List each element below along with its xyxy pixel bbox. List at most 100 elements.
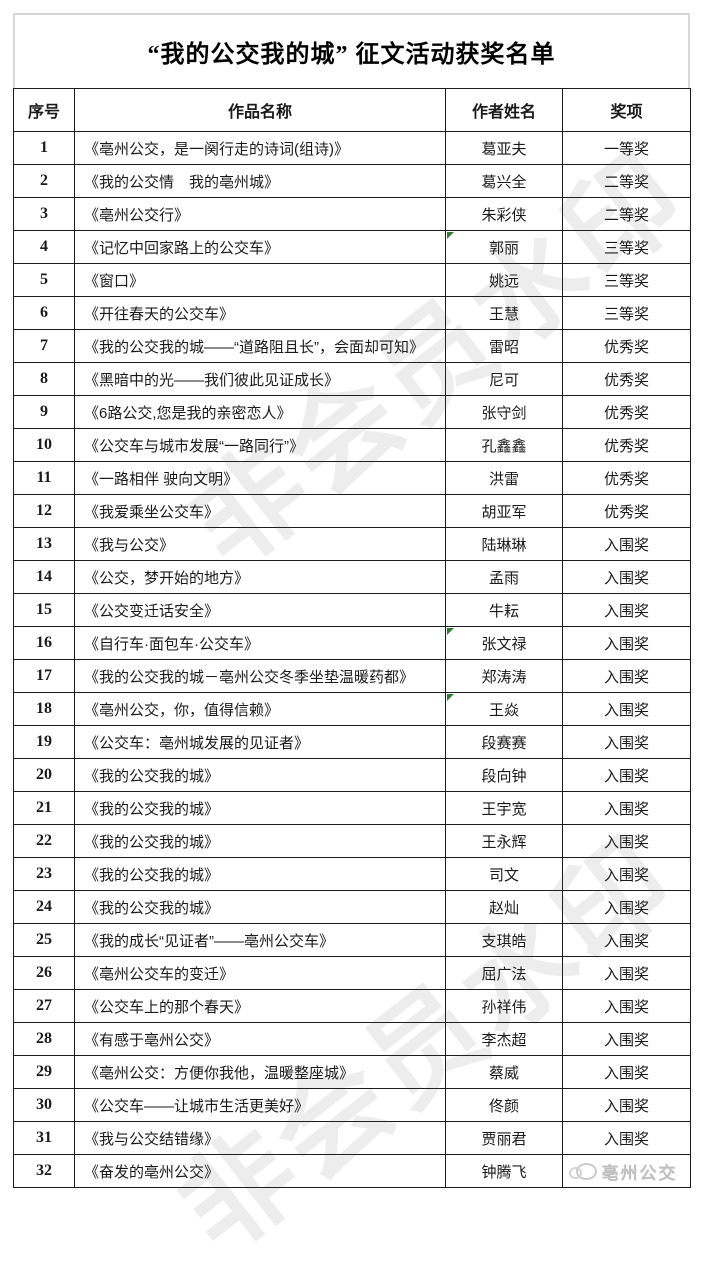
work-title: 《公交车：亳州城发展的见证者》 bbox=[74, 725, 446, 759]
table-row: 3 《亳州公交行》 朱彩侠 二等奖 bbox=[13, 197, 691, 231]
table-row: 9 《6路公交,您是我的亲密恋人》 张守剑 优秀奖 bbox=[13, 395, 691, 429]
award-level: 优秀奖 bbox=[562, 329, 691, 363]
author-name: 尼可 bbox=[445, 362, 563, 396]
award-level: 入围奖 bbox=[562, 725, 691, 759]
header-award: 奖项 bbox=[562, 88, 691, 132]
header-author: 作者姓名 bbox=[445, 88, 563, 132]
work-title: 《记忆中回家路上的公交车》 bbox=[74, 230, 446, 264]
bus-logo-text: 亳州公交 bbox=[601, 1163, 678, 1183]
row-number: 27 bbox=[13, 989, 75, 1023]
work-title: 《亳州公交：方便你我他，温暖整座城》 bbox=[74, 1055, 446, 1089]
award-level: 二等奖 bbox=[562, 197, 691, 231]
row-number: 16 bbox=[13, 626, 75, 660]
table-row: 22 《我的公交我的城》 王永辉 入围奖 bbox=[13, 824, 691, 858]
author-name: 牛耘 bbox=[445, 593, 563, 627]
row-number: 12 bbox=[13, 494, 75, 528]
author-name: 张守剑 bbox=[445, 395, 563, 429]
table-row: 28 《有感于亳州公交》 李杰超 入围奖 bbox=[13, 1022, 691, 1056]
row-number: 6 bbox=[13, 296, 75, 330]
award-level: 入围奖 bbox=[562, 1022, 691, 1056]
work-title: 《奋发的亳州公交》 bbox=[74, 1154, 446, 1188]
row-number: 5 bbox=[13, 263, 75, 297]
author-name: 屈广法 bbox=[445, 956, 563, 990]
author-name: 张文禄 bbox=[445, 626, 563, 660]
row-number: 13 bbox=[13, 527, 75, 561]
table-row: 12 《我爱乘坐公交车》 胡亚军 优秀奖 bbox=[13, 494, 691, 528]
award-level: 入围奖 bbox=[562, 593, 691, 627]
row-number: 2 bbox=[13, 164, 75, 198]
author-name: 钟腾飞 bbox=[445, 1154, 563, 1188]
table-row: 27 《公交车上的那个春天》 孙祥伟 入围奖 bbox=[13, 989, 691, 1023]
work-title: 《我与公交结错缘》 bbox=[74, 1121, 446, 1155]
author-name: 佟颜 bbox=[445, 1088, 563, 1122]
cell-note-marker bbox=[447, 694, 454, 701]
award-level: 优秀奖 bbox=[562, 494, 691, 528]
author-name: 支琪皓 bbox=[445, 923, 563, 957]
work-title: 《我的公交我的城－亳州公交冬季坐垫温暖药都》 bbox=[74, 659, 446, 693]
work-title: 《我的成长“见证者”——亳州公交车》 bbox=[74, 923, 446, 957]
work-title: 《我的公交我的城》 bbox=[74, 758, 446, 792]
table-row: 8 《黑暗中的光——我们彼此见证成长》 尼可 优秀奖 bbox=[13, 362, 691, 396]
table-row: 4 《记忆中回家路上的公交车》 郭丽 三等奖 bbox=[13, 230, 691, 264]
award-level: 优秀奖 bbox=[562, 362, 691, 396]
award-level: 入围奖 bbox=[562, 923, 691, 957]
award-level: 入围奖 bbox=[562, 758, 691, 792]
author-name: 葛亚夫 bbox=[445, 131, 563, 165]
work-title: 《我与公交》 bbox=[74, 527, 446, 561]
row-number: 31 bbox=[13, 1121, 75, 1155]
award-sheet: “我的公交我的城” 征文活动获奖名单 序号 作品名称 作者姓名 奖项 1 《亳州… bbox=[13, 13, 691, 1188]
work-title: 《公交车——让城市生活更美好》 bbox=[74, 1088, 446, 1122]
author-name: 段向钟 bbox=[445, 758, 563, 792]
page-title: “我的公交我的城” 征文活动获奖名单 bbox=[13, 13, 690, 88]
author-name: 洪雷 bbox=[445, 461, 563, 495]
work-title: 《亳州公交行》 bbox=[74, 197, 446, 231]
award-level: 优秀奖 bbox=[562, 461, 691, 495]
row-number: 19 bbox=[13, 725, 75, 759]
award-level: 优秀奖 bbox=[562, 428, 691, 462]
table-row: 26 《亳州公交车的变迁》 屈广法 入围奖 bbox=[13, 956, 691, 990]
table-row: 31 《我与公交结错缘》 贾丽君 入围奖 bbox=[13, 1121, 691, 1155]
table-row: 14 《公交，梦开始的地方》 孟雨 入围奖 bbox=[13, 560, 691, 594]
row-number: 21 bbox=[13, 791, 75, 825]
author-name: 王慧 bbox=[445, 296, 563, 330]
table-row: 16 《自行车·面包车·公交车》 张文禄 入围奖 bbox=[13, 626, 691, 660]
work-title: 《窗口》 bbox=[74, 263, 446, 297]
award-level: 入围奖 bbox=[562, 1088, 691, 1122]
row-number: 17 bbox=[13, 659, 75, 693]
author-name: 朱彩侠 bbox=[445, 197, 563, 231]
table-row: 17 《我的公交我的城－亳州公交冬季坐垫温暖药都》 郑涛涛 入围奖 bbox=[13, 659, 691, 693]
row-number: 20 bbox=[13, 758, 75, 792]
work-title: 《我的公交我的城》 bbox=[74, 791, 446, 825]
author-name: 王宇宽 bbox=[445, 791, 563, 825]
work-title: 《我爱乘坐公交车》 bbox=[74, 494, 446, 528]
row-number: 25 bbox=[13, 923, 75, 957]
row-number: 1 bbox=[13, 131, 75, 165]
author-name: 贾丽君 bbox=[445, 1121, 563, 1155]
row-number: 7 bbox=[13, 329, 75, 363]
author-name: 赵灿 bbox=[445, 890, 563, 924]
work-title: 《公交车上的那个春天》 bbox=[74, 989, 446, 1023]
award-level: 三等奖 bbox=[562, 296, 691, 330]
header-row: 序号 作品名称 作者姓名 奖项 bbox=[13, 88, 691, 132]
work-title: 《公交车与城市发展“一路同行”》 bbox=[74, 428, 446, 462]
work-title: 《亳州公交，你，值得信赖》 bbox=[74, 692, 446, 726]
award-level: 三等奖 bbox=[562, 230, 691, 264]
author-name: 孟雨 bbox=[445, 560, 563, 594]
table-row: 10 《公交车与城市发展“一路同行”》 孔鑫鑫 优秀奖 bbox=[13, 428, 691, 462]
cell-note-marker bbox=[447, 232, 454, 239]
row-number: 11 bbox=[13, 461, 75, 495]
work-title: 《我的公交我的城》 bbox=[74, 890, 446, 924]
table-row: 30 《公交车——让城市生活更美好》 佟颜 入围奖 bbox=[13, 1088, 691, 1122]
row-number: 4 bbox=[13, 230, 75, 264]
table-row: 15 《公交变迁话安全》 牛耘 入围奖 bbox=[13, 593, 691, 627]
bus-logo-icon bbox=[568, 1162, 597, 1180]
header-no: 序号 bbox=[13, 88, 75, 132]
bus-logo-watermark: 亳州公交 bbox=[568, 1159, 678, 1184]
work-title: 《我的公交我的城——“道路阻且长”，会面却可知》 bbox=[74, 329, 446, 363]
cell-note-marker bbox=[447, 628, 454, 635]
row-number: 3 bbox=[13, 197, 75, 231]
award-level: 入围奖 bbox=[562, 527, 691, 561]
award-level: 入围奖 bbox=[562, 1121, 691, 1155]
author-name: 王焱 bbox=[445, 692, 563, 726]
row-number: 28 bbox=[13, 1022, 75, 1056]
